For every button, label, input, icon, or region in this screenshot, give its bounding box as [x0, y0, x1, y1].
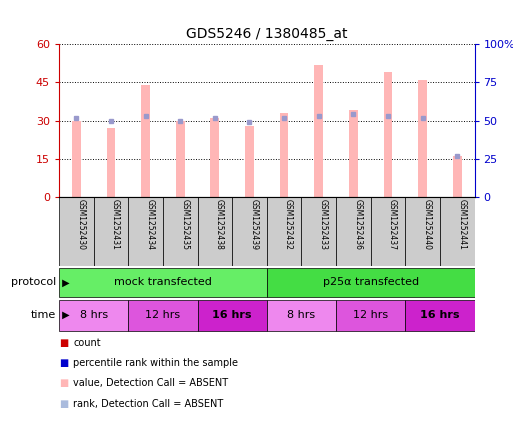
Bar [336, 299, 405, 331]
Text: rank, Detection Call = ABSENT: rank, Detection Call = ABSENT [73, 398, 224, 409]
Bar [141, 85, 150, 197]
Text: 12 hrs: 12 hrs [145, 310, 181, 320]
Text: p25α transfected: p25α transfected [323, 277, 419, 287]
Text: 8 hrs: 8 hrs [287, 310, 315, 320]
Text: GSM1252434: GSM1252434 [146, 199, 154, 250]
Text: 16 hrs: 16 hrs [420, 310, 460, 320]
Bar [198, 299, 267, 331]
Text: GSM1252430: GSM1252430 [76, 199, 85, 250]
Text: GSM1252435: GSM1252435 [180, 199, 189, 250]
Text: count: count [73, 338, 101, 348]
Bar [267, 299, 336, 331]
Bar [370, 197, 405, 266]
Bar [59, 299, 128, 331]
Bar [210, 118, 219, 197]
Bar [232, 197, 267, 266]
Text: protocol: protocol [11, 277, 56, 287]
Text: ■: ■ [59, 378, 68, 388]
Bar [245, 126, 254, 197]
Bar [176, 121, 185, 197]
Text: GSM1252438: GSM1252438 [215, 199, 224, 250]
Text: ■: ■ [59, 398, 68, 409]
Text: GSM1252436: GSM1252436 [353, 199, 362, 250]
Bar [93, 197, 128, 266]
Text: 16 hrs: 16 hrs [212, 310, 252, 320]
Text: ▶: ▶ [59, 277, 70, 287]
Bar [107, 128, 115, 197]
Bar [128, 197, 163, 266]
Text: GSM1252431: GSM1252431 [111, 199, 120, 250]
Text: GSM1252437: GSM1252437 [388, 199, 397, 250]
Text: percentile rank within the sample: percentile rank within the sample [73, 358, 239, 368]
Text: 8 hrs: 8 hrs [80, 310, 108, 320]
Bar [384, 72, 392, 197]
Bar [336, 197, 370, 266]
Bar [405, 197, 440, 266]
Bar [280, 113, 288, 197]
Bar [128, 299, 198, 331]
Bar [59, 197, 93, 266]
Text: ▶: ▶ [59, 310, 70, 320]
Text: time: time [31, 310, 56, 320]
Bar [405, 299, 475, 331]
Text: GSM1252441: GSM1252441 [457, 199, 466, 250]
Bar [59, 268, 267, 297]
Bar [440, 197, 475, 266]
Text: GSM1252432: GSM1252432 [284, 199, 293, 250]
Bar [267, 197, 301, 266]
Text: GSM1252433: GSM1252433 [319, 199, 328, 250]
Bar [163, 197, 198, 266]
Text: 12 hrs: 12 hrs [353, 310, 388, 320]
Title: GDS5246 / 1380485_at: GDS5246 / 1380485_at [186, 27, 347, 41]
Text: ■: ■ [59, 358, 68, 368]
Text: GSM1252440: GSM1252440 [423, 199, 431, 250]
Text: ■: ■ [59, 338, 68, 348]
Bar [198, 197, 232, 266]
Text: GSM1252439: GSM1252439 [249, 199, 259, 250]
Bar [301, 197, 336, 266]
Bar [267, 268, 475, 297]
Text: mock transfected: mock transfected [114, 277, 212, 287]
Text: value, Detection Call = ABSENT: value, Detection Call = ABSENT [73, 378, 228, 388]
Bar [349, 110, 358, 197]
Bar [314, 65, 323, 197]
Bar [418, 80, 427, 197]
Bar [72, 121, 81, 197]
Bar [453, 156, 462, 197]
